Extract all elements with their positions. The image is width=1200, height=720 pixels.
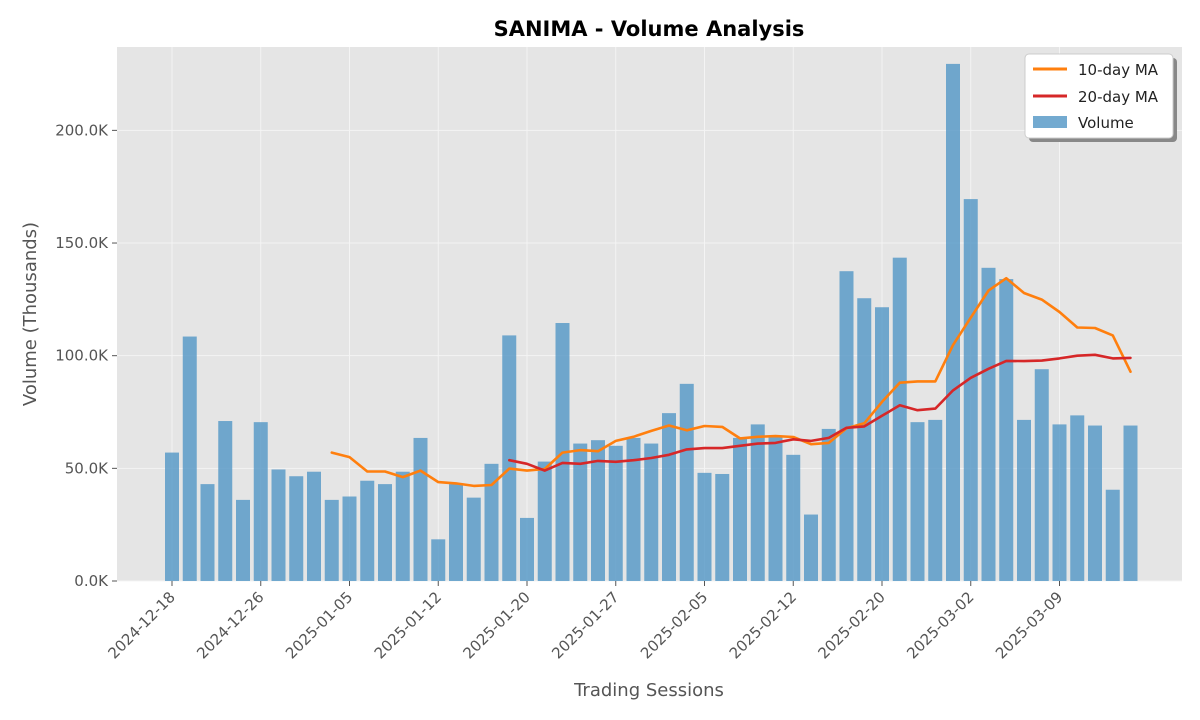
volume-bar	[307, 471, 321, 581]
10-day-ma-line	[330, 276, 1132, 488]
volume-bar	[644, 443, 659, 581]
volume-bar	[750, 424, 765, 581]
volume-bar	[608, 445, 623, 581]
x-tick-label: 2025-03-02	[903, 588, 977, 662]
volume-bar	[626, 437, 641, 581]
x-tick-label: 2024-12-26	[193, 588, 267, 662]
x-tick-label: 2025-02-20	[814, 588, 888, 662]
x-tick-label: 2025-02-12	[726, 588, 800, 662]
y-axis-label: Volume (Thousands)	[20, 222, 41, 406]
volume-bar	[378, 484, 392, 581]
legend-label-volume: Volume	[1078, 114, 1134, 132]
volume-bar	[271, 469, 286, 581]
20-day-ma-line	[507, 353, 1132, 472]
volume-bar	[1017, 419, 1031, 581]
x-tick-label: 2025-03-09	[992, 588, 1066, 662]
legend-label-20-day-ma: 20-day MA	[1078, 88, 1159, 106]
volume-bar	[289, 476, 304, 581]
y-tick-label: 0.0K	[74, 572, 109, 590]
volume-bar	[786, 454, 801, 581]
x-tick-label: 2025-02-05	[637, 588, 711, 662]
volume-bar	[200, 484, 215, 581]
volume-bar	[537, 461, 552, 581]
volume-bar	[928, 419, 943, 581]
volume-bar	[679, 383, 694, 581]
volume-bar	[431, 539, 446, 581]
volume-bar	[413, 437, 428, 581]
legend-swatch-volume	[1033, 116, 1067, 128]
volume-bar	[821, 428, 836, 581]
volume-bar	[360, 480, 375, 581]
volume-bar	[1088, 425, 1102, 581]
volume-bar	[768, 435, 783, 581]
volume-bar	[342, 496, 357, 581]
volume-bar	[892, 257, 907, 581]
volume-bar	[466, 497, 481, 581]
volume-bar	[1123, 425, 1138, 581]
volume-bar	[165, 452, 179, 581]
volume-bar	[1070, 415, 1085, 581]
volume-bar	[662, 413, 676, 581]
volume-bar	[857, 298, 872, 581]
x-tick-label: 2025-01-05	[282, 588, 356, 662]
volume-bar	[324, 499, 339, 581]
volume-bar	[182, 336, 197, 581]
y-tick-label: 200.0K	[55, 121, 109, 139]
volume-bar	[1052, 424, 1067, 581]
y-tick-label: 50.0K	[65, 459, 109, 477]
volume-bar	[236, 499, 250, 581]
volume-bar	[502, 335, 517, 581]
volume-bar	[484, 463, 499, 581]
volume-bar	[697, 472, 712, 581]
volume-bar	[218, 421, 233, 581]
legend-label-10-day-ma: 10-day MA	[1078, 61, 1159, 79]
volume-bar	[1105, 489, 1120, 581]
volume-bar	[591, 440, 605, 581]
volume-bar	[804, 514, 818, 581]
volume-bar	[733, 437, 747, 581]
volume-bar	[839, 271, 854, 581]
volume-bar	[999, 279, 1014, 581]
x-tick-label: 2025-01-27	[548, 588, 622, 662]
volume-bar	[946, 63, 960, 581]
volume-bars	[165, 63, 1138, 581]
legend: 10-day MA 20-day MA Volume	[1024, 53, 1177, 142]
volume-bar	[963, 199, 978, 581]
x-axis: 2024-12-18 2024-12-26 2025-01-05 2025-01-12…	[104, 581, 1066, 662]
x-axis-label: Trading Sessions	[573, 680, 724, 701]
ma-lines	[330, 276, 1132, 488]
volume-bar	[253, 422, 268, 581]
x-tick-label: 2025-01-20	[459, 588, 533, 662]
volume-bar	[449, 484, 463, 581]
y-axis: 0.0K 50.0K 100.0K 150.0K 200.0K	[55, 121, 117, 590]
volume-bar	[715, 473, 730, 581]
y-tick-label: 100.0K	[55, 347, 109, 365]
x-tick-label: 2024-12-18	[104, 588, 178, 662]
volume-bar	[981, 267, 996, 581]
volume-bar	[1034, 369, 1049, 581]
volume-bar	[910, 422, 925, 581]
volume-bar	[573, 443, 588, 581]
volume-bar	[395, 471, 410, 581]
volume-bar	[875, 307, 889, 581]
volume-bar	[520, 517, 534, 581]
x-tick-label: 2025-01-12	[371, 588, 445, 662]
chart-title: SANIMA - Volume Analysis	[494, 17, 805, 41]
y-tick-label: 150.0K	[55, 234, 109, 252]
